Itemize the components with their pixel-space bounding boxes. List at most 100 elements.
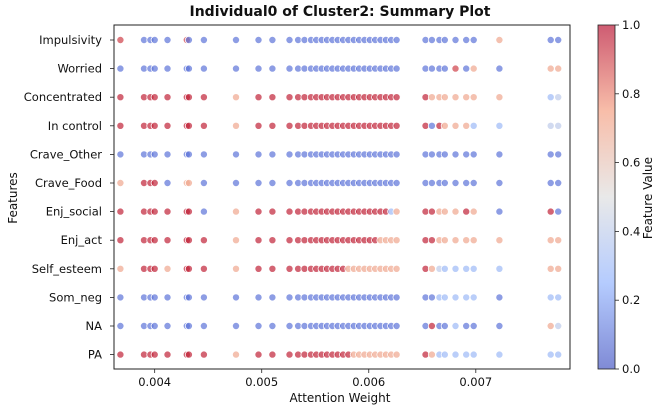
data-point [268, 293, 277, 302]
data-point [469, 93, 478, 102]
data-point [150, 64, 159, 73]
data-point [285, 350, 294, 359]
data-point [469, 236, 478, 245]
data-point [462, 121, 471, 130]
data-point [199, 293, 208, 302]
data-point [440, 207, 449, 216]
data-point [495, 236, 504, 245]
y-axis-label: Features [6, 172, 20, 224]
data-point [554, 293, 563, 302]
data-point [546, 93, 555, 102]
data-point [392, 93, 401, 102]
data-point [184, 64, 193, 73]
data-point [285, 150, 294, 159]
data-point [462, 350, 471, 359]
data-point [268, 36, 277, 45]
data-point [285, 264, 294, 273]
data-point [451, 178, 460, 187]
data-point [440, 264, 449, 273]
data-point [469, 178, 478, 187]
data-point [199, 36, 208, 45]
data-point [554, 121, 563, 130]
data-point [451, 293, 460, 302]
data-point [163, 236, 172, 245]
data-point [495, 293, 504, 302]
data-point [254, 264, 263, 273]
data-point [427, 36, 436, 45]
data-point [462, 236, 471, 245]
data-point [184, 207, 193, 216]
data-point [150, 264, 159, 273]
data-point [199, 64, 208, 73]
data-point [285, 36, 294, 45]
data-point [116, 207, 125, 216]
data-point [268, 207, 277, 216]
y-tick-label: Enj_social [46, 205, 102, 219]
data-point [231, 236, 240, 245]
data-point [285, 207, 294, 216]
data-point [150, 293, 159, 302]
data-point [451, 121, 460, 130]
data-point [440, 293, 449, 302]
data-point [268, 64, 277, 73]
y-tick-label: Som_neg [49, 290, 102, 304]
data-point [462, 36, 471, 45]
data-point [469, 264, 478, 273]
data-point [427, 207, 436, 216]
plot-frame [113, 24, 571, 370]
data-point [231, 207, 240, 216]
data-point [469, 350, 478, 359]
data-point [469, 64, 478, 73]
data-point [451, 36, 460, 45]
y-tick-label: Crave_Food [35, 176, 102, 190]
data-point [231, 293, 240, 302]
data-point [254, 93, 263, 102]
data-point [268, 121, 277, 130]
data-point [427, 64, 436, 73]
data-point [451, 93, 460, 102]
data-point [285, 236, 294, 245]
data-point [268, 321, 277, 330]
data-point [150, 321, 159, 330]
data-point [163, 178, 172, 187]
data-point [462, 207, 471, 216]
data-point [440, 236, 449, 245]
data-point [231, 121, 240, 130]
data-point [254, 178, 263, 187]
data-point [163, 93, 172, 102]
data-point [546, 236, 555, 245]
data-point [427, 293, 436, 302]
data-point [163, 121, 172, 130]
x-tick-label: 0.005 [245, 375, 278, 389]
data-point [199, 178, 208, 187]
data-point [392, 64, 401, 73]
data-point [199, 121, 208, 130]
data-point [150, 121, 159, 130]
data-point [392, 264, 401, 273]
colorbar-tick-label: 0.6 [622, 156, 640, 170]
data-point [546, 350, 555, 359]
data-point [254, 350, 263, 359]
data-point [116, 264, 125, 273]
data-point [546, 36, 555, 45]
data-point [231, 321, 240, 330]
data-point [231, 36, 240, 45]
data-point [495, 264, 504, 273]
data-point [462, 93, 471, 102]
data-point [116, 350, 125, 359]
data-point [440, 121, 449, 130]
data-point [231, 264, 240, 273]
y-tick-label: Enj_act [61, 233, 103, 247]
data-point [469, 321, 478, 330]
data-point [495, 36, 504, 45]
data-point [116, 236, 125, 245]
data-point [116, 121, 125, 130]
colorbar-tick-label: 0.0 [622, 362, 640, 376]
data-point [163, 64, 172, 73]
data-point [184, 121, 193, 130]
data-point [199, 236, 208, 245]
data-point [268, 350, 277, 359]
data-point [427, 150, 436, 159]
data-point [546, 64, 555, 73]
